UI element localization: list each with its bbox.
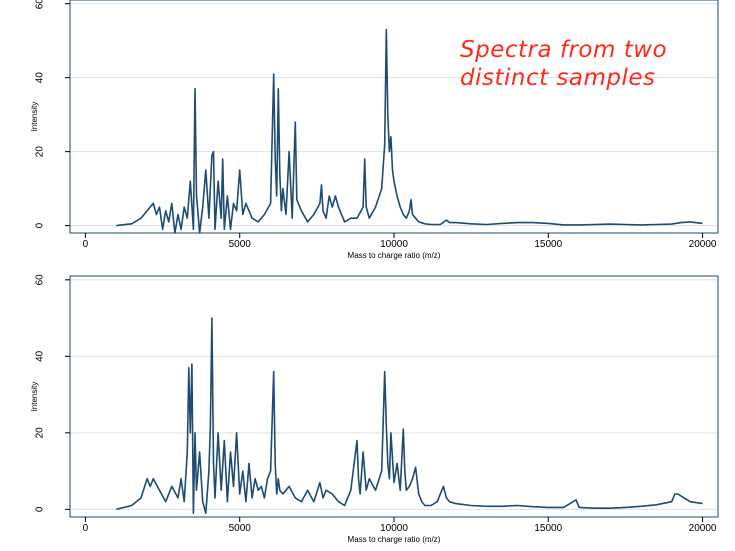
y-tick-label: 20 <box>35 427 46 439</box>
series-line <box>116 317 703 515</box>
x-tick-label: 10000 <box>380 523 408 534</box>
x-tick-label: 5000 <box>229 239 252 250</box>
x-tick-label: 5000 <box>229 523 252 534</box>
x-tick-label: 10000 <box>380 239 408 250</box>
annotation-line-2: distinct samples <box>460 65 656 91</box>
y-axis-label: Intensity <box>30 382 39 412</box>
x-tick-label: 20000 <box>689 239 717 250</box>
y-tick-label: 0 <box>35 506 46 512</box>
x-tick-label: 0 <box>83 239 89 250</box>
x-axis-label: Mass to charge ratio (m/z) <box>348 251 441 260</box>
y-tick-label: 40 <box>35 72 46 84</box>
annotation-text: Spectra from two distinct samples <box>460 36 667 92</box>
x-tick-label: 20000 <box>689 523 717 534</box>
y-tick-label: 40 <box>35 350 46 362</box>
y-tick-label: 0 <box>35 222 46 228</box>
chart-panel-2: 0 20 40 60 0 5000 10000 15000 20000 Mass to charg… <box>30 274 719 544</box>
series-line <box>116 28 703 234</box>
x-tick-label: 15000 <box>534 523 562 534</box>
annotation-line-1: Spectra from two <box>460 37 668 63</box>
plot-area <box>70 0 718 233</box>
y-tick-label: 20 <box>35 146 46 158</box>
y-tick-label: 60 <box>35 0 46 9</box>
y-tick-label: 60 <box>35 274 46 286</box>
x-tick-label: 15000 <box>534 239 562 250</box>
chart-panel-1: 0 20 40 60 0 5000 10000 15000 20000 Mass to charg… <box>30 0 719 260</box>
y-axis-label: Intensity <box>30 102 39 132</box>
x-tick-label: 0 <box>83 523 89 534</box>
x-axis-label: Mass to charge ratio (m/z) <box>348 535 441 544</box>
